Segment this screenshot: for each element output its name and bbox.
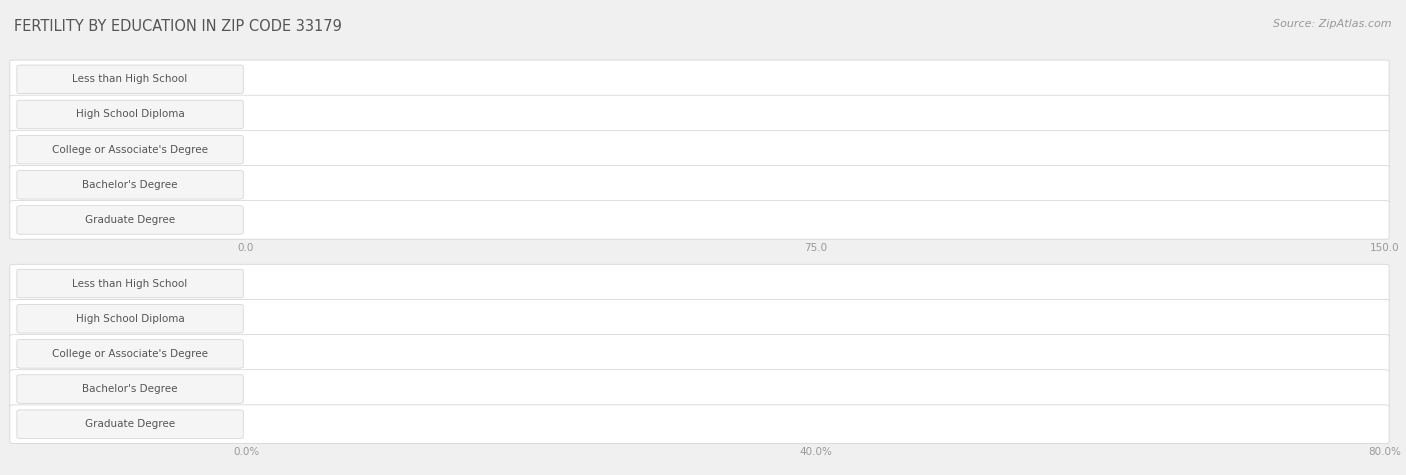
- FancyBboxPatch shape: [242, 332, 446, 375]
- Text: High School Diploma: High School Diploma: [76, 109, 184, 120]
- Text: 0.0%: 0.0%: [254, 314, 281, 324]
- Text: 0.0: 0.0: [254, 109, 271, 120]
- Text: College or Associate's Degree: College or Associate's Degree: [52, 349, 208, 359]
- Text: 14.0: 14.0: [361, 144, 385, 155]
- Text: College or Associate's Degree: College or Associate's Degree: [52, 144, 208, 155]
- FancyBboxPatch shape: [243, 128, 354, 171]
- Text: Less than High School: Less than High School: [73, 278, 187, 289]
- Text: FERTILITY BY EDUCATION IN ZIP CODE 33179: FERTILITY BY EDUCATION IN ZIP CODE 33179: [14, 19, 342, 34]
- Text: Source: ZipAtlas.com: Source: ZipAtlas.com: [1274, 19, 1392, 29]
- Text: 0.0%: 0.0%: [254, 278, 281, 289]
- Text: 32.0: 32.0: [454, 215, 479, 225]
- Text: 13.7%: 13.7%: [395, 349, 432, 359]
- FancyBboxPatch shape: [242, 368, 1192, 410]
- Text: Graduate Degree: Graduate Degree: [84, 419, 176, 429]
- Text: Graduate Degree: Graduate Degree: [84, 215, 176, 225]
- Text: 0.0: 0.0: [254, 74, 271, 85]
- Text: High School Diploma: High School Diploma: [76, 314, 184, 324]
- Text: Less than High School: Less than High School: [73, 74, 187, 85]
- FancyBboxPatch shape: [243, 163, 1091, 206]
- Text: 111.0: 111.0: [1046, 180, 1080, 190]
- Text: 66.2%: 66.2%: [1143, 384, 1180, 394]
- Text: 20.1%: 20.1%: [486, 419, 523, 429]
- Text: Bachelor's Degree: Bachelor's Degree: [83, 384, 177, 394]
- Text: Bachelor's Degree: Bachelor's Degree: [83, 180, 177, 190]
- FancyBboxPatch shape: [242, 403, 537, 446]
- FancyBboxPatch shape: [243, 199, 491, 241]
